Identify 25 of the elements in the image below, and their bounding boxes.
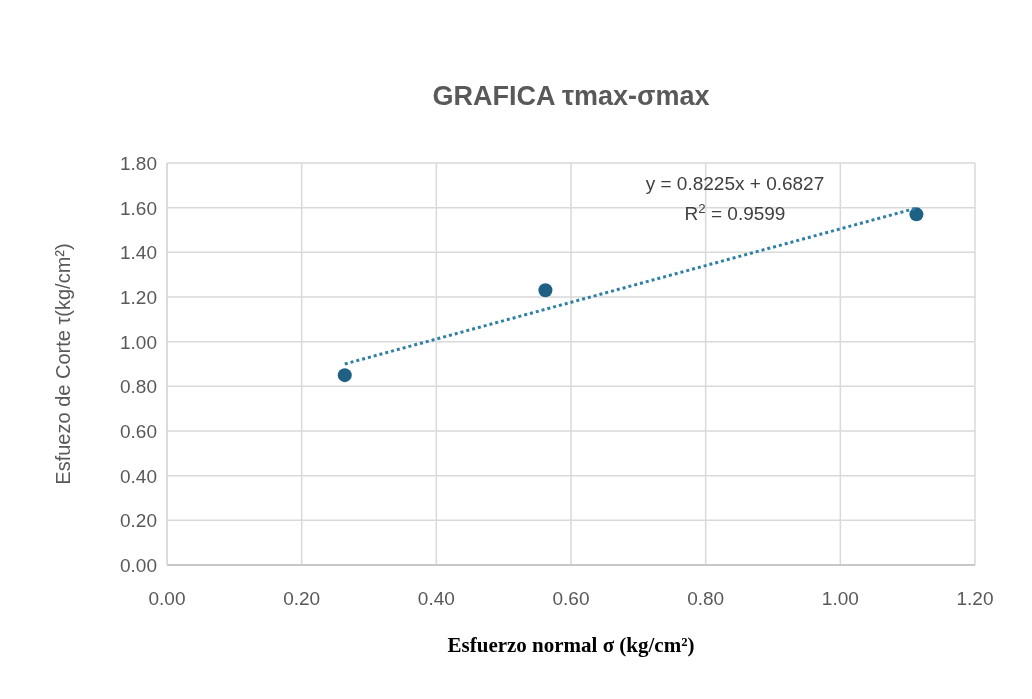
x-tick-label: 1.00 bbox=[821, 588, 859, 609]
y-tick-label: 1.40 bbox=[120, 242, 157, 264]
x-tick-label: 0.60 bbox=[552, 588, 590, 609]
x-tick-label: 0.80 bbox=[687, 588, 725, 609]
point bbox=[909, 207, 924, 222]
y-tick-label: 0.20 bbox=[120, 510, 157, 532]
y-tick-label: 0.00 bbox=[120, 555, 157, 576]
annotation: R$^{2}$ = 0.9599 bbox=[684, 200, 786, 224]
y-tick-label: 0.40 bbox=[120, 465, 157, 487]
y-tick-label: 1.60 bbox=[120, 197, 157, 219]
x-tick-label: 0.40 bbox=[417, 588, 455, 609]
point bbox=[538, 283, 553, 298]
x-tick-label: 0.00 bbox=[148, 588, 186, 609]
y-tick-label: 1.00 bbox=[120, 331, 157, 353]
annotation: y = 0.8225x + 0.6827 bbox=[645, 173, 825, 194]
x-axis-title: Esfuerzo normal σ (kg/cm²) bbox=[447, 633, 695, 657]
x-tick-label: 0.20 bbox=[283, 588, 321, 609]
y-tick-label: 0.80 bbox=[120, 376, 157, 398]
y-axis-title: Esfuezo de Corte τ(kg/cm²) bbox=[52, 243, 74, 485]
y-tick-label: 1.80 bbox=[120, 153, 157, 174]
x-tick-label: 1.20 bbox=[956, 588, 994, 609]
y-tick-label: 0.60 bbox=[120, 421, 157, 442]
point bbox=[337, 368, 352, 383]
y-tick-label: 1.20 bbox=[120, 287, 157, 308]
chart-title: GRAFICA τmax-σmax bbox=[432, 81, 710, 111]
